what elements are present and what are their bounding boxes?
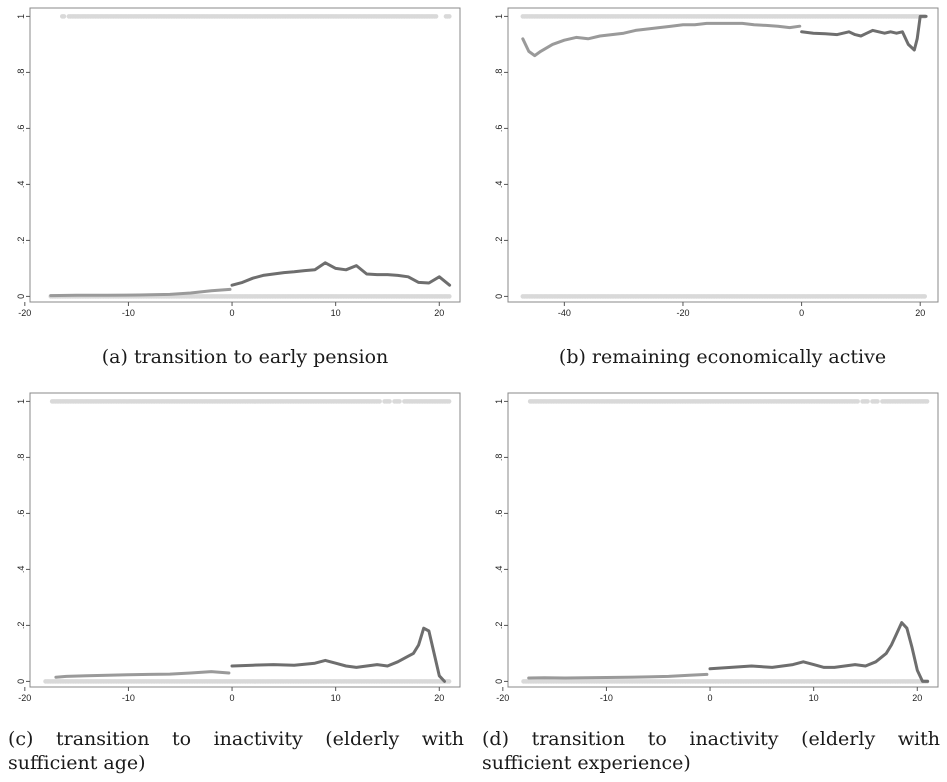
y-tick-label: .2 — [494, 237, 504, 245]
chart-panel-a: 0 .2 .4 .6 .8 1 -20 -10 0 10 20 — [0, 0, 470, 340]
x-tick-label: -10 — [600, 693, 613, 703]
y-tick-label: 0 — [494, 294, 504, 299]
x-tick-label: 20 — [912, 693, 922, 703]
observation-dot — [924, 399, 930, 404]
plot-frame — [507, 7, 939, 303]
y-tick-label: .4 — [16, 181, 26, 189]
x-tick-label: 0 — [230, 308, 235, 318]
observation-dot — [922, 294, 928, 299]
y-tick-label: .6 — [494, 125, 504, 133]
chart-panel-c: 0 .2 .4 .6 .8 1 -20 -10 0 10 20 — [0, 385, 470, 703]
fitted-series-line — [230, 261, 452, 287]
observation-dot — [397, 399, 402, 404]
y-tick-label: .2 — [16, 237, 26, 245]
y-tick-label: .4 — [16, 566, 26, 574]
observation-dot — [446, 294, 452, 299]
y-tick-label: .6 — [16, 510, 26, 518]
x-tick-label: 0 — [799, 308, 804, 318]
x-tick-label: 20 — [915, 308, 925, 318]
x-tick-label: 0 — [230, 693, 235, 703]
y-tick-label: .2 — [494, 622, 504, 630]
x-tick-label: -40 — [558, 308, 571, 318]
x-tick-label: -20 — [496, 693, 509, 703]
chart-a-plot: 0 .2 .4 .6 .8 1 -20 -10 0 10 20 — [16, 7, 461, 318]
y-tick-label: 1 — [16, 399, 26, 404]
y-tick-label: 1 — [16, 14, 26, 19]
x-tick-label: 20 — [434, 693, 444, 703]
y-tick-label: .6 — [494, 510, 504, 518]
x-tick-label: 20 — [434, 308, 444, 318]
plot-frame — [29, 392, 461, 688]
x-tick-label: 10 — [331, 308, 341, 318]
plot-frame — [29, 7, 461, 303]
chart-panel-d: 0 .2 .4 .6 .8 1 -20 -10 0 10 20 — [478, 385, 947, 703]
fitted-series-line — [800, 14, 928, 52]
observation-dot — [446, 679, 452, 684]
y-tick-label: .8 — [494, 454, 504, 462]
observation-dot — [433, 14, 439, 19]
y-tick-label: 0 — [16, 294, 26, 299]
plot-frame — [507, 392, 939, 688]
observation-dot — [446, 14, 452, 19]
caption-d: (d) transition to inactivity (elderly wi… — [482, 728, 940, 774]
fitted-series-line — [708, 621, 930, 683]
caption-b: (b) remaining economically active — [558, 346, 887, 368]
chart-b-plot: 0 .2 .4 .6 .8 1 -40 -20 0 20 — [494, 7, 939, 318]
x-tick-label: -20 — [18, 693, 31, 703]
observation-dot — [446, 399, 452, 404]
observation-dot — [387, 399, 392, 404]
caption-c: (c) transition to inactivity (elderly wi… — [8, 728, 464, 774]
observation-dot — [875, 399, 880, 404]
y-tick-label: 1 — [494, 399, 504, 404]
x-tick-label: -10 — [122, 693, 135, 703]
y-tick-label: .4 — [494, 566, 504, 574]
fitted-series-line — [521, 21, 802, 58]
chart-panel-b: 0 .2 .4 .6 .8 1 -40 -20 0 20 — [478, 0, 947, 340]
y-tick-label: .2 — [16, 622, 26, 630]
y-tick-label: .4 — [494, 181, 504, 189]
chart-c-plot: 0 .2 .4 .6 .8 1 -20 -10 0 10 20 — [16, 392, 461, 703]
y-tick-label: .6 — [16, 125, 26, 133]
caption-a: (a) transition to early pension — [101, 346, 389, 368]
x-tick-label: 10 — [809, 693, 819, 703]
fitted-series-line — [49, 287, 232, 298]
fitted-series-line — [54, 670, 231, 679]
y-tick-label: 0 — [494, 679, 504, 684]
x-tick-label: -20 — [676, 308, 689, 318]
y-tick-label: 1 — [494, 14, 504, 19]
x-tick-label: -10 — [122, 308, 135, 318]
x-tick-label: 10 — [331, 693, 341, 703]
observation-dot — [61, 14, 67, 19]
y-tick-label: .8 — [494, 69, 504, 77]
observation-dot — [855, 399, 860, 404]
chart-d-plot: 0 .2 .4 .6 .8 1 -20 -10 0 10 20 — [494, 392, 939, 703]
fitted-series-line — [527, 672, 709, 680]
fitted-series-line — [230, 626, 446, 683]
observation-dot — [865, 399, 870, 404]
y-tick-label: 0 — [16, 679, 26, 684]
observation-dot — [377, 399, 382, 404]
x-tick-label: 0 — [708, 693, 713, 703]
y-tick-label: .8 — [16, 454, 26, 462]
x-tick-label: -20 — [18, 308, 31, 318]
y-tick-label: .8 — [16, 69, 26, 77]
